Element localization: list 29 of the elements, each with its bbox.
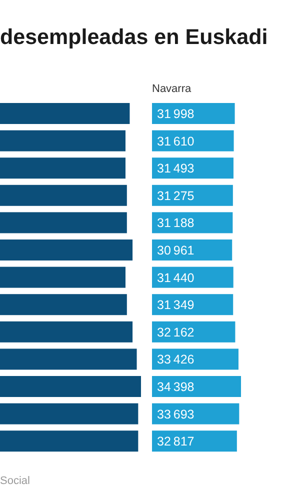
data-label: 31 275 bbox=[157, 188, 194, 203]
bar bbox=[152, 103, 235, 124]
data-label: 34 398 bbox=[157, 380, 194, 394]
bar bbox=[152, 321, 236, 342]
data-label: 30 961 bbox=[157, 244, 194, 258]
bar bbox=[152, 294, 234, 316]
bar bbox=[152, 266, 234, 288]
data-label: 33 426 bbox=[157, 352, 194, 367]
data-label: 32 162 bbox=[157, 325, 194, 340]
bar bbox=[152, 348, 238, 370]
bar bbox=[152, 130, 234, 152]
bar bbox=[152, 240, 232, 260]
data-label: 32 817 bbox=[157, 434, 194, 449]
data-label: 31 349 bbox=[157, 298, 194, 312]
chart-subtitle: Navarra bbox=[152, 83, 192, 95]
text: Social bbox=[0, 475, 30, 487]
bar bbox=[152, 184, 233, 206]
data-label: 31 188 bbox=[157, 216, 194, 230]
bar bbox=[152, 376, 241, 397]
bar bbox=[152, 212, 233, 234]
bar bbox=[152, 158, 234, 179]
data-label: 31 610 bbox=[157, 134, 194, 148]
chart-title: desempleadas en Euskadi bbox=[0, 25, 268, 49]
data-label: 31 493 bbox=[157, 162, 194, 176]
bar bbox=[152, 430, 237, 452]
data-label: 31 998 bbox=[157, 107, 194, 121]
data-label: 33 693 bbox=[157, 407, 194, 422]
bar bbox=[152, 403, 240, 424]
data-label: 31 440 bbox=[157, 270, 194, 285]
